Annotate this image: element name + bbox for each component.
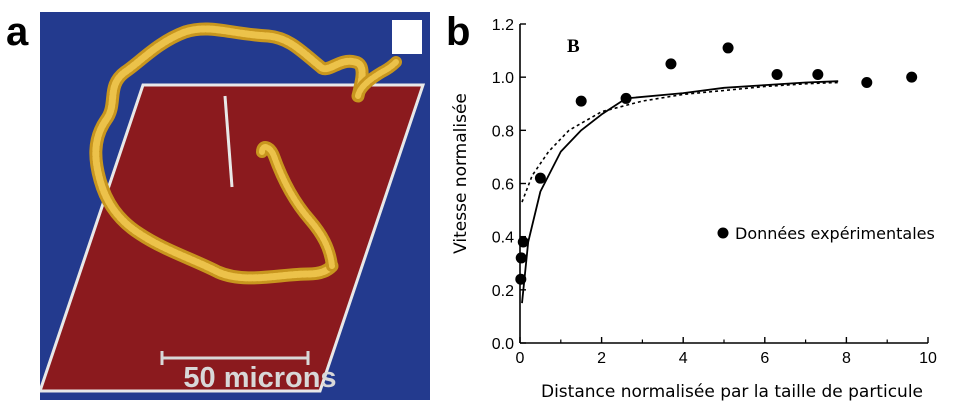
data-point [665,58,677,70]
data-point [620,92,632,104]
data-point [861,76,873,88]
filament-inner-highlight [259,144,335,269]
panel-a-letter: a [6,10,29,54]
data-point [812,69,824,81]
x-tick-label: 6 [760,350,769,367]
filament-illustration [40,22,426,393]
solid-fit-curve [521,80,839,304]
data-point [722,42,734,54]
inset-panel-letter: B [567,36,580,57]
label-placeholder-box [392,20,422,54]
y-tick-label: 0.0 [492,336,514,353]
y-axis-label: Vitesse normalisée [451,93,471,254]
data-point [771,69,783,81]
x-tick-label: 4 [679,350,688,367]
scale-bar-label: 50 microns [183,362,337,394]
y-tick-label: 1.0 [492,70,514,87]
x-tick-label: 10 [919,350,937,367]
y-tick-label: 1.2 [492,17,514,34]
data-point [515,252,527,264]
legend-label: Données expérimentales [735,224,935,243]
data-points [515,42,918,285]
vertical-marker-line [223,95,234,188]
ticks: 0.0 0.2 0.4 0.6 0.8 1.0 1.2 0 2 4 6 8 10 [492,17,937,367]
legend-marker [717,227,729,239]
data-point [575,95,587,107]
substrate-plane [40,83,426,393]
x-tick-label: 0 [516,350,525,367]
y-tick-label: 0.2 [492,283,514,300]
axes [519,24,928,344]
microscopy-image: 50 microns [40,12,430,400]
data-point [906,71,918,83]
filament-hook-highlight [355,59,399,99]
x-tick-label: 2 [597,350,606,367]
y-tick-label: 0.8 [492,123,514,140]
y-tick-label: 0.4 [492,230,514,247]
filament-outer-highlight [92,25,366,282]
velocity-chart: B 0.0 0.2 0.4 0.6 0.8 1.0 1.2 0 2 4 6 8 10 Données e… [451,17,937,402]
data-point [515,273,527,285]
legend: Données expérimentales [717,224,935,243]
x-tick-label: 8 [842,350,851,367]
y-tick-label: 0.6 [492,177,514,194]
x-axis-label: Distance normalisée par la taille de par… [541,382,923,402]
fit-curves [521,80,839,304]
data-point [534,172,546,184]
data-point [517,236,529,248]
panel-b-letter: b [446,10,471,54]
